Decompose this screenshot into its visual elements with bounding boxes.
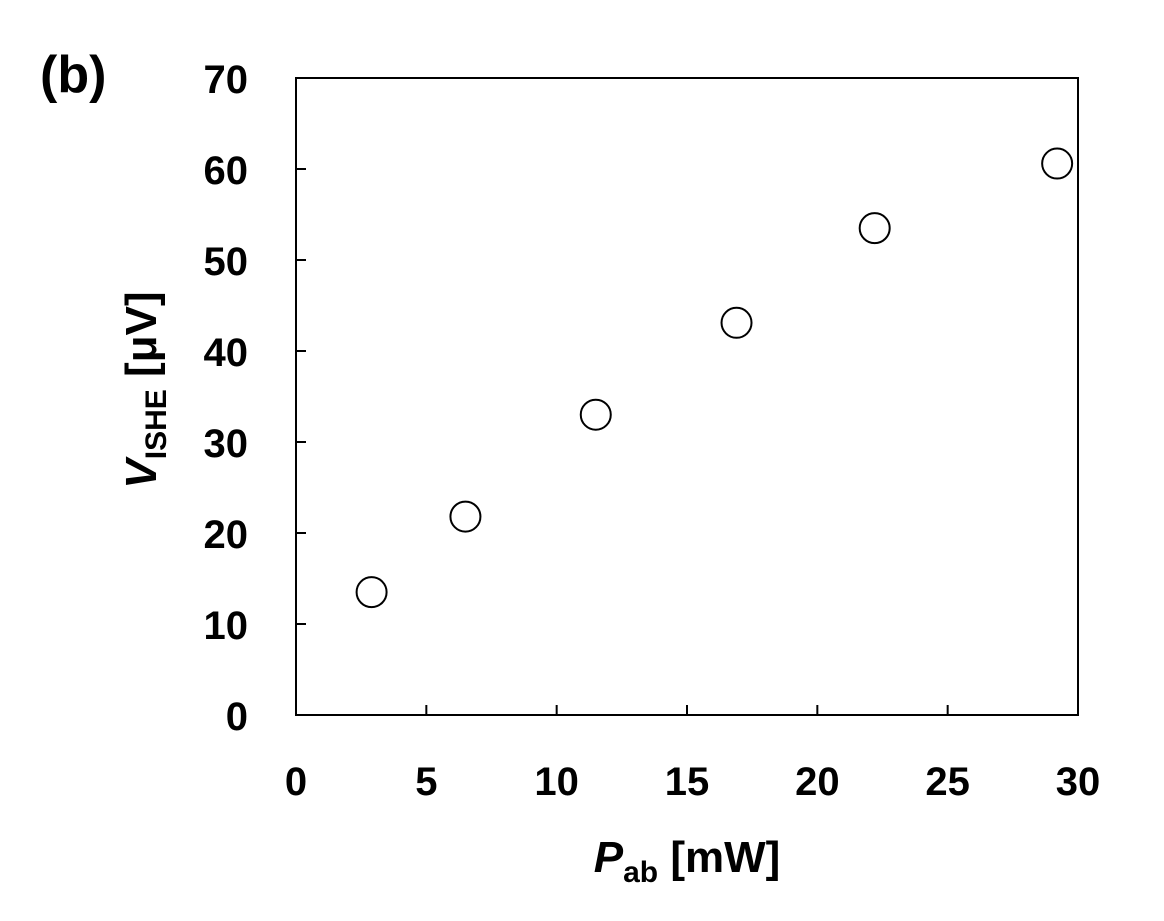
y-tick-label: 40 bbox=[204, 331, 249, 375]
y-tick-label: 60 bbox=[204, 149, 249, 193]
x-axis-label: Pab [mW] bbox=[594, 833, 781, 889]
data-point bbox=[858, 212, 891, 245]
data-point bbox=[449, 500, 482, 533]
y-tick-label: 20 bbox=[204, 513, 249, 557]
data-point bbox=[720, 306, 753, 339]
x-tick-label: 5 bbox=[415, 760, 437, 804]
x-axis-label-subscript: ab bbox=[623, 856, 658, 889]
y-axis-label-unit: [μV] bbox=[117, 291, 166, 389]
y-tick-label: 10 bbox=[204, 604, 249, 648]
y-tick-label: 30 bbox=[204, 422, 249, 466]
y-tick-label: 50 bbox=[204, 240, 249, 284]
x-tick-label: 30 bbox=[1056, 760, 1101, 804]
y-axis-label: VISHE [μV] bbox=[117, 291, 173, 488]
x-axis-ticks: 0 5 10 15 20 25 30 bbox=[285, 705, 1100, 804]
x-axis-label-symbol: P bbox=[594, 833, 624, 882]
data-points bbox=[355, 147, 1074, 609]
y-tick-label: 0 bbox=[226, 695, 248, 739]
x-tick-label: 15 bbox=[665, 760, 710, 804]
y-axis-label-symbol: V bbox=[117, 456, 166, 489]
x-tick-label: 0 bbox=[285, 760, 307, 804]
data-point bbox=[579, 398, 612, 431]
x-tick-label: 25 bbox=[925, 760, 970, 804]
x-axis-label-unit: [mW] bbox=[658, 833, 780, 882]
data-point bbox=[1041, 147, 1074, 180]
panel-label: (b) bbox=[40, 46, 106, 104]
plot-frame bbox=[295, 77, 1079, 716]
y-axis-ticks: 0 10 20 30 40 50 60 70 bbox=[204, 58, 306, 739]
x-tick-label: 10 bbox=[534, 760, 579, 804]
x-tick-label: 20 bbox=[795, 760, 840, 804]
data-point bbox=[355, 576, 388, 609]
y-axis-label-subscript: ISHE bbox=[140, 389, 173, 459]
y-tick-label: 70 bbox=[204, 58, 249, 102]
